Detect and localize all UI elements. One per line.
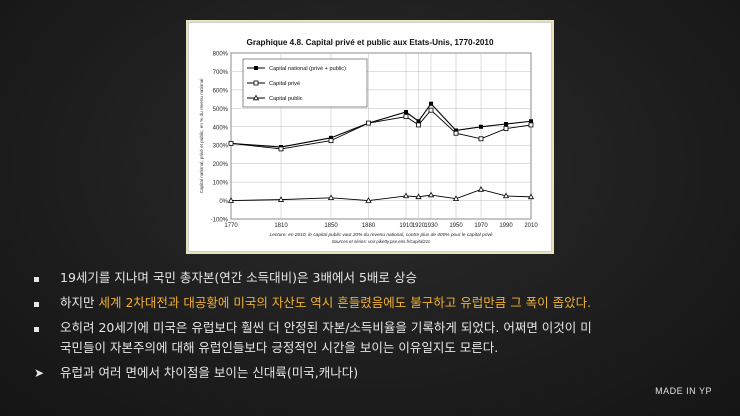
data-point (454, 128, 458, 133)
legend-marker (252, 94, 260, 101)
chart-note: Lecture: en 2010, le capital public vaut… (270, 232, 493, 238)
square-bullet-icon (34, 270, 50, 286)
x-tick-label: 1880 (362, 223, 376, 229)
x-tick-label: 1910 (399, 223, 413, 229)
data-point (453, 130, 459, 136)
data-point (277, 196, 285, 202)
brand-logo: MADE IN YP (655, 386, 712, 396)
data-point (416, 122, 421, 128)
data-point (503, 126, 509, 132)
data-point (529, 119, 533, 124)
bullet-2-prefix: 하지만 (60, 295, 99, 310)
data-point (452, 195, 460, 201)
legend-marker (253, 80, 259, 86)
bullet-3-text: 오히려 20세기에 미국은 유럽보다 훨씬 더 안정된 자본/소득비율을 기록하… (60, 320, 592, 335)
data-point (502, 192, 510, 199)
chart-figure: Graphique 4.8. Capital privé et public a… (188, 22, 552, 252)
bullet-4-text: 유럽과 여러 면에서 차이점을 보이는 신대륙(미국,캐나다) (60, 365, 359, 380)
x-tick-label: 1930 (424, 223, 438, 229)
data-point (428, 107, 434, 113)
data-point (479, 124, 483, 129)
data-point (478, 136, 484, 142)
data-point (504, 122, 508, 127)
bullet-3-continuation: 국민들이 자본주의에 대해 유럽인들보다 긍정적인 시간을 보이는 이유일지도 … (34, 340, 734, 356)
bullet-1-text: 19세기를 지나며 국민 총자본(연간 소득대비)은 3배에서 5배로 상승 (60, 270, 417, 285)
bullet-3-continuation-text: 국민들이 자본주의에 대해 유럽인들보다 긍정적인 시간을 보이는 이유일지도 … (60, 340, 499, 355)
data-point (228, 140, 234, 146)
y-tick-label: 500% (213, 107, 229, 113)
data-point (527, 193, 535, 200)
bullet-list: 19세기를 지나며 국민 총자본(연간 소득대비)은 3배에서 5배로 상승 하… (34, 270, 734, 390)
data-point (427, 191, 435, 198)
bullet-4: ➤ 유럽과 여러 면에서 차이점을 보이는 신대륙(미국,캐나다) (34, 365, 734, 381)
data-point (402, 192, 410, 199)
x-tick-label: 1990 (499, 223, 513, 229)
x-tick-label: 2010 (524, 223, 538, 229)
y-tick-label: 600% (213, 88, 229, 94)
x-tick-label: 1920 (412, 223, 426, 229)
data-point (227, 197, 235, 203)
y-tick-label: 300% (213, 144, 229, 150)
data-point (403, 114, 409, 120)
arrow-bullet-icon: ➤ (34, 366, 45, 380)
bullet-2: 하지만 세계 2차대전과 대공황에 미국의 자산도 역시 흔들렸음에도 불구하고… (34, 295, 734, 311)
data-point (477, 186, 485, 192)
x-tick-label: 1770 (224, 223, 238, 229)
data-point (366, 120, 371, 126)
x-tick-label: 1850 (324, 223, 338, 229)
data-point (404, 110, 408, 115)
y-tick-label: 100% (213, 181, 229, 187)
data-point (415, 193, 422, 200)
data-point (327, 194, 335, 200)
y-tick-label: 400% (213, 125, 229, 131)
data-point (429, 101, 433, 106)
series-line-2 (230, 109, 532, 150)
y-axis-label: Capital national, privé et public, en % … (199, 79, 204, 194)
square-bullet-icon (34, 295, 50, 311)
bullet-1: 19세기를 지나며 국민 총자본(연간 소득대비)은 3배에서 5배로 상승 (34, 270, 734, 286)
series-line-1 (230, 102, 532, 148)
square-bullet-icon (34, 320, 50, 336)
y-tick-label: 800% (213, 52, 229, 58)
data-point (365, 197, 372, 203)
x-tick-label: 1950 (449, 223, 463, 229)
bullet-2-highlight: 세계 2차대전과 대공황에 미국의 자산도 역시 흔들렸음에도 불구하고 유럽만… (98, 295, 592, 310)
legend-label: Capital privé (269, 81, 300, 87)
y-tick-label: -100% (211, 218, 229, 224)
data-point (278, 146, 284, 152)
x-tick-label: 1810 (274, 223, 288, 229)
data-point (528, 122, 534, 128)
chart-source: Sources et séries: voir piketty.pse.ens.… (332, 239, 431, 244)
series-line-3 (230, 189, 532, 202)
chart-title: Graphique 4.8. Capital privé et public a… (246, 38, 494, 47)
legend-label: Capital public (269, 96, 303, 102)
legend-marker (254, 66, 258, 70)
bullet-3: 오히려 20세기에 미국은 유럽보다 훨씬 더 안정된 자본/소득비율을 기록하… (34, 320, 734, 336)
data-point (329, 135, 333, 140)
y-tick-label: 700% (213, 70, 229, 76)
x-tick-label: 1970 (474, 223, 488, 229)
data-point (416, 119, 421, 124)
y-tick-label: 200% (213, 162, 229, 168)
legend-label: Capital national (privé + public) (269, 66, 346, 72)
line-chart: Graphique 4.8. Capital privé et public a… (199, 38, 538, 244)
data-point (328, 138, 334, 144)
y-tick-label: 0% (219, 199, 228, 205)
